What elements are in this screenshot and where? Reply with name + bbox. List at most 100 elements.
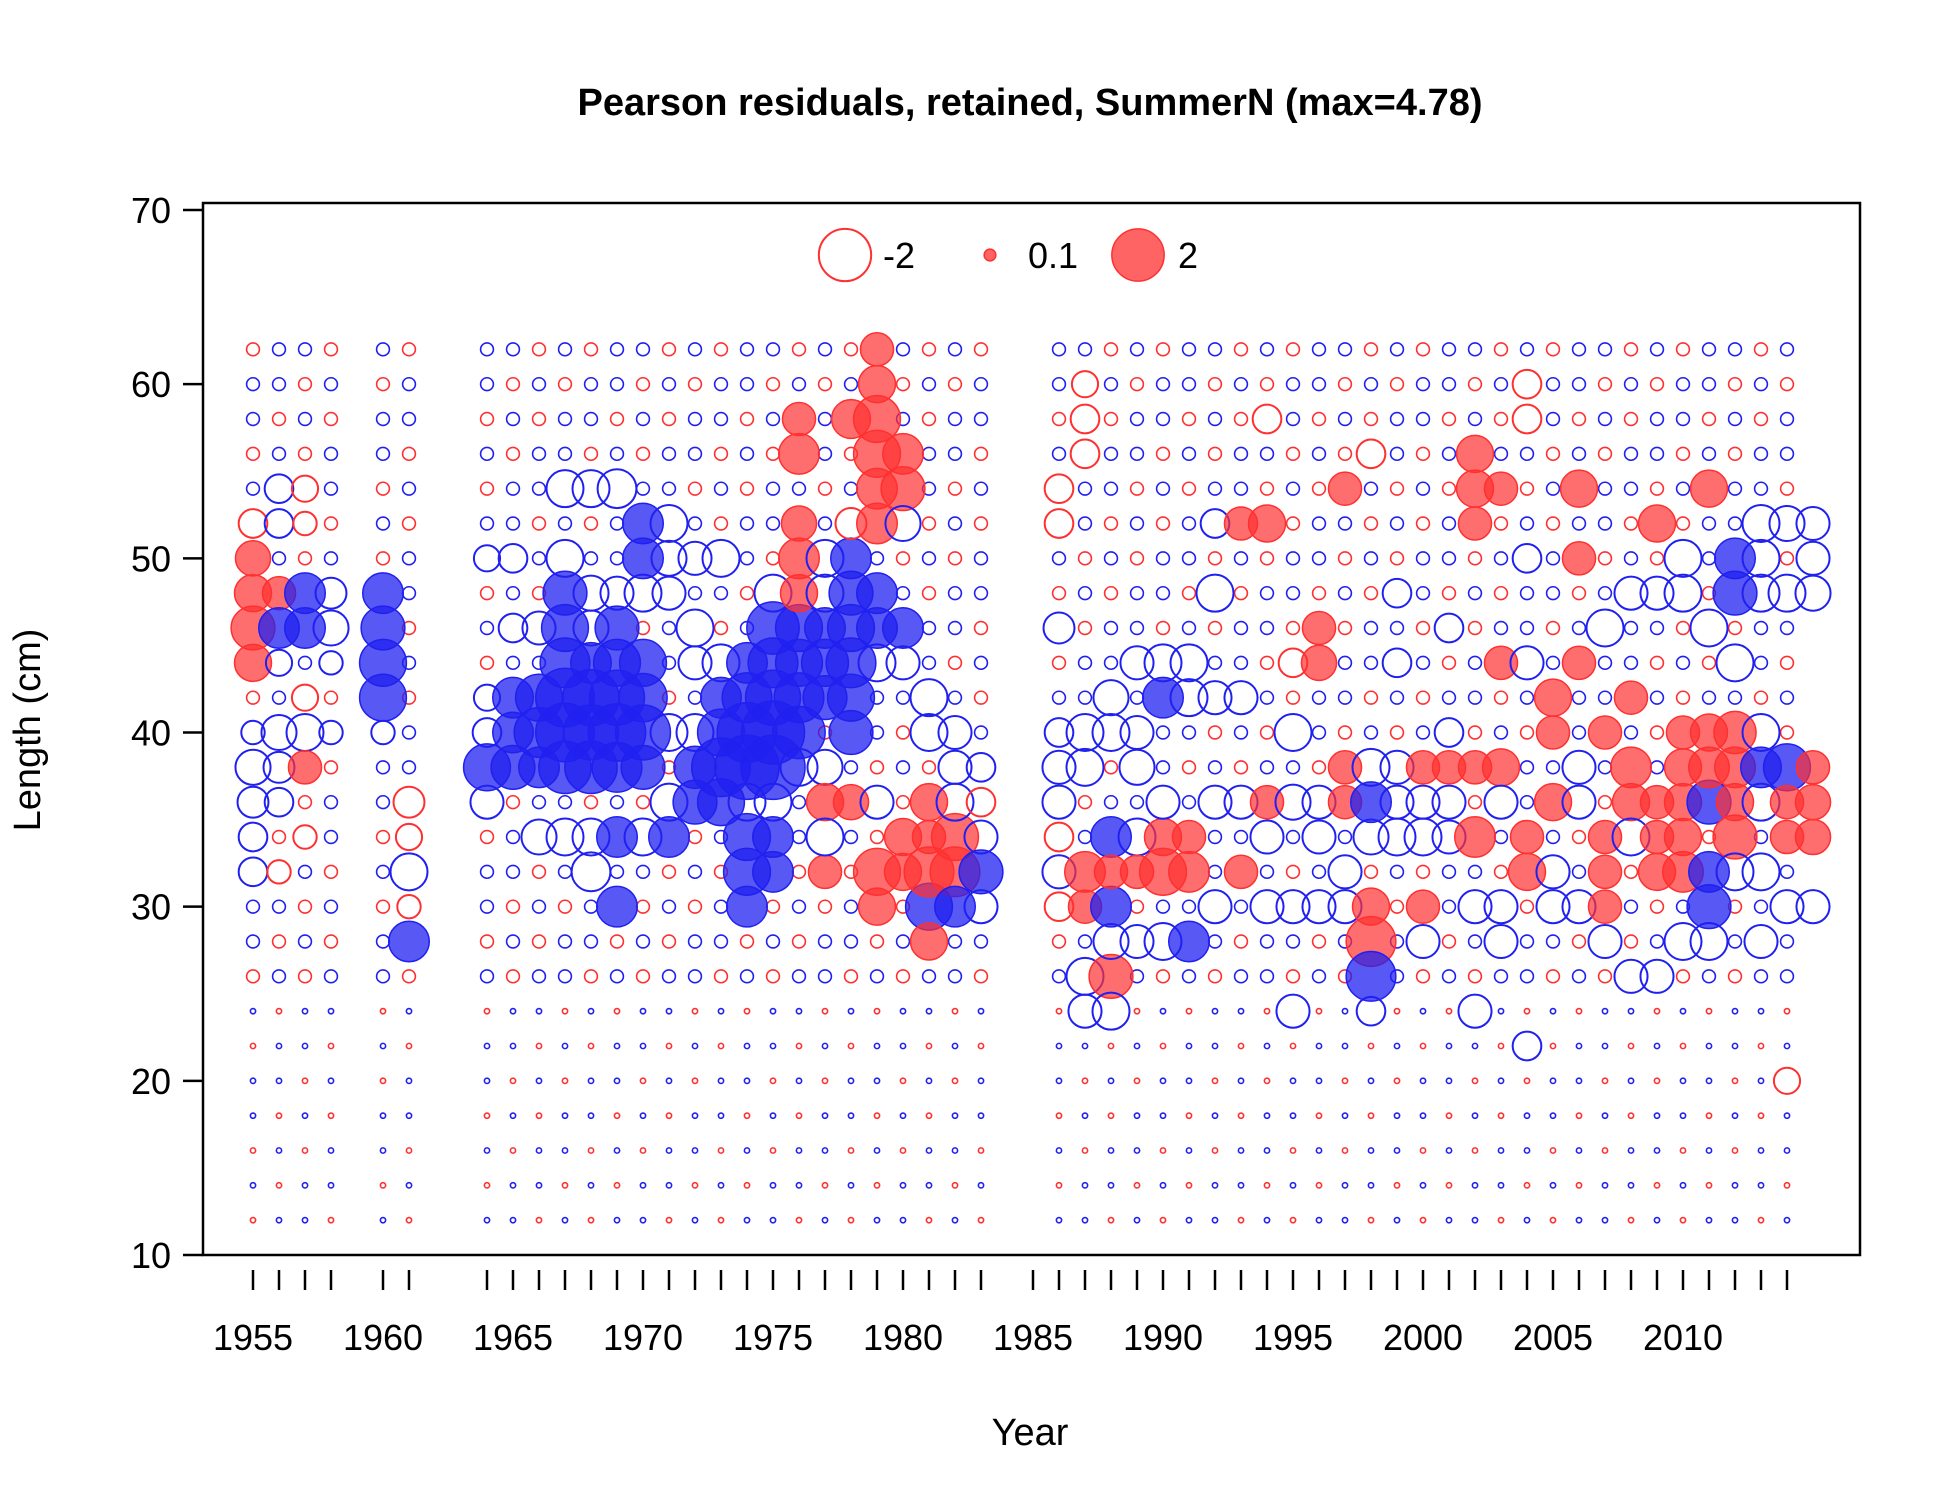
residual-dot (1419, 1007, 1427, 1015)
residual-dot (609, 551, 625, 566)
residual-dot (483, 1181, 491, 1189)
residual-dot (1571, 376, 1587, 392)
residual-dot (1445, 1112, 1453, 1120)
residual-dot (1367, 1147, 1375, 1154)
residual-dot (947, 481, 963, 496)
residual-dot (1181, 620, 1197, 636)
residual-dot (1753, 690, 1769, 705)
residual-dot (587, 1112, 595, 1120)
residual-bubble (1070, 370, 1100, 399)
residual-dot (635, 376, 651, 392)
residual-dot (1259, 969, 1275, 984)
residual-dot (1415, 864, 1431, 880)
residual-dot (323, 934, 339, 949)
residual-dot (557, 446, 573, 462)
residual-dot (687, 864, 703, 880)
residual-dot (587, 1042, 595, 1050)
residual-dot (1601, 1181, 1609, 1189)
residual-dot (687, 376, 703, 392)
residual-dot (1753, 899, 1769, 914)
x-tick-label: 1975 (733, 1317, 813, 1358)
residual-bubble (1167, 920, 1211, 963)
residual-dot (795, 1181, 803, 1189)
residual-bubble (1561, 645, 1597, 681)
residual-dot (297, 551, 313, 566)
residual-dot (297, 376, 313, 392)
residual-dot (1571, 411, 1587, 427)
residual-dot (1649, 481, 1665, 496)
residual-dot (1181, 411, 1197, 427)
residual-dot (1493, 585, 1509, 601)
residual-dot (301, 1147, 309, 1154)
residual-dot (1731, 1042, 1739, 1050)
x-tick-label: 2005 (1513, 1317, 1593, 1358)
residual-dot (1103, 655, 1119, 671)
residual-bubble (623, 573, 663, 613)
residual-dot (925, 1112, 933, 1120)
residual-bubble (263, 473, 295, 504)
residual-dot (1701, 516, 1717, 531)
residual-dot (1289, 1147, 1297, 1154)
residual-dot (947, 969, 963, 984)
residual-dot (275, 1147, 283, 1154)
residual-dot (1701, 411, 1717, 427)
residual-dot (1779, 446, 1795, 462)
residual-dot (1337, 585, 1353, 601)
residual-dot (1549, 1147, 1557, 1154)
residual-dot (1237, 1216, 1245, 1224)
residual-dot (275, 1112, 283, 1120)
residual-dot (483, 1077, 491, 1085)
residual-dot (1493, 620, 1509, 636)
residual-bubble (832, 783, 870, 821)
residual-dot (1727, 516, 1743, 531)
residual-bubble (318, 650, 344, 676)
residual-dot (1155, 551, 1171, 566)
residual-dot (401, 725, 417, 740)
residual-dot (1675, 969, 1691, 984)
residual-dot (1415, 446, 1431, 462)
residual-dot (1753, 481, 1769, 496)
residual-bubble (1483, 471, 1519, 506)
residual-dot (479, 829, 495, 845)
residual-dot (327, 1077, 335, 1085)
residual-dot (1233, 481, 1249, 496)
residual-dot (895, 934, 911, 949)
residual-dot (1285, 620, 1301, 636)
residual-dot (639, 1077, 647, 1085)
residual-dot (587, 1077, 595, 1085)
residual-bubble (937, 714, 973, 751)
residual-dot (691, 1112, 699, 1120)
residual-dot (769, 1042, 777, 1050)
residual-dot (1675, 342, 1691, 357)
residual-dot (1077, 342, 1093, 357)
residual-dot (557, 376, 573, 392)
residual-dot (1627, 1007, 1635, 1015)
residual-dot (921, 585, 937, 601)
residual-dot (899, 1042, 907, 1050)
residual-dot (1311, 516, 1327, 531)
residual-dot (739, 516, 755, 531)
residual-dot (1285, 934, 1301, 949)
residual-bubble (1795, 540, 1831, 576)
residual-bubble (1483, 784, 1519, 820)
residual-dot (1289, 1216, 1297, 1224)
residual-dot (1315, 1216, 1323, 1224)
residual-dot (1467, 551, 1483, 566)
residual-bubble (779, 747, 819, 787)
residual-dot (1285, 411, 1301, 427)
residual-dot (379, 1216, 387, 1224)
residual-dot (249, 1112, 257, 1120)
residual-dot (1779, 620, 1795, 636)
residual-dot (895, 794, 911, 810)
residual-bubble (292, 510, 318, 537)
residual-bubble (1483, 923, 1519, 960)
residual-dot (1337, 829, 1353, 845)
residual-dot (323, 690, 339, 705)
residual-dot (843, 829, 859, 845)
residual-dot (1757, 1147, 1765, 1154)
residual-dot (1263, 1077, 1271, 1085)
residual-dot (791, 899, 807, 914)
residual-dot (977, 1112, 985, 1120)
residual-dot (1337, 376, 1353, 392)
residual-dot (1571, 969, 1587, 984)
